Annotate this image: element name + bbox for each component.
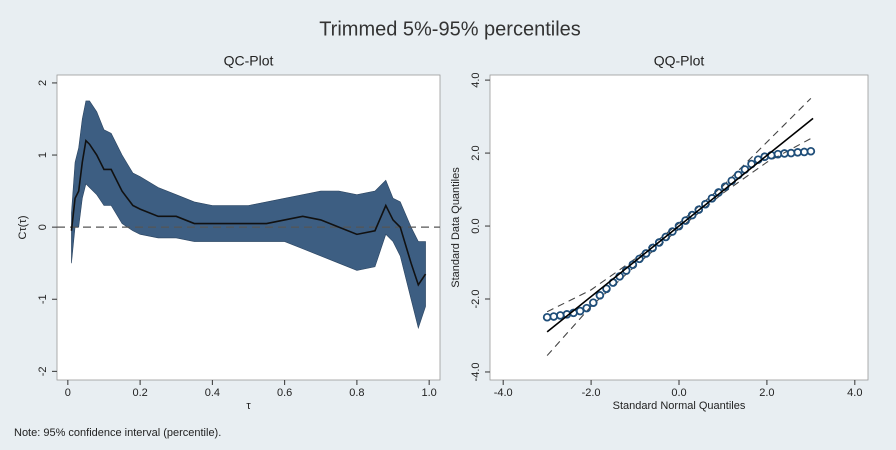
qq-point [687, 210, 697, 220]
note: Note: 95% confidence interval (percentil… [14, 427, 221, 439]
qq-point [701, 199, 710, 209]
qq-point [582, 303, 591, 313]
panel-title: QC-Plot [224, 53, 274, 69]
x-tick-label: 2.0 [759, 387, 774, 399]
y-axis-label: Standard Data Quantiles [450, 167, 462, 288]
qq-point [654, 238, 664, 247]
y-tick-label: 0.0 [470, 218, 482, 233]
qq-point [668, 227, 677, 236]
qq-point [575, 306, 585, 316]
y-axis-label: Cτ(τ) [17, 216, 29, 240]
qq-point [588, 298, 598, 307]
y-tick-label: 4.0 [470, 72, 482, 87]
panel-title: QQ-Plot [654, 53, 705, 69]
y-tick-label: -2.0 [470, 290, 482, 309]
y-tick-label: -1 [37, 294, 49, 304]
qq-point [595, 291, 605, 300]
x-tick-label: 1.0 [422, 387, 437, 399]
qq-point [602, 284, 611, 294]
fit-line [546, 117, 814, 333]
x-tick-label: 0.6 [277, 387, 292, 399]
y-tick-label: 2.0 [470, 145, 482, 160]
x-tick-label: 0.4 [205, 387, 220, 399]
figure-title: Trimmed 5%-95% percentiles [319, 18, 581, 40]
qq-point [694, 205, 704, 214]
x-axis-label: Standard Normal Quantiles [613, 400, 746, 412]
qq-point [806, 146, 816, 156]
qq-point [635, 254, 644, 264]
x-tick-label: -4.0 [494, 387, 513, 399]
x-tick-label: 0.2 [132, 387, 147, 399]
y-tick-label: 0 [37, 224, 49, 230]
x-tick-label: -2.0 [582, 387, 601, 399]
x-axis-label: τ [246, 400, 251, 412]
x-tick-label: 4.0 [847, 387, 862, 399]
x-tick-label: 0 [65, 387, 71, 399]
qq-point [648, 243, 657, 253]
qq-point [628, 260, 638, 270]
qq-point [661, 232, 671, 242]
y-tick-label: -2 [37, 366, 49, 376]
y-tick-label: 1 [37, 152, 49, 158]
qq-point [641, 249, 651, 258]
confidence-band [71, 100, 426, 330]
y-tick-label: -4.0 [470, 362, 482, 381]
qq-point [707, 194, 717, 203]
x-tick-label: 0.8 [349, 387, 364, 399]
y-tick-label: 2 [37, 80, 49, 86]
qq-point [674, 221, 684, 231]
qq-point [681, 216, 690, 225]
x-tick-label: 0.0 [671, 387, 686, 399]
estimate-line [70, 138, 427, 287]
